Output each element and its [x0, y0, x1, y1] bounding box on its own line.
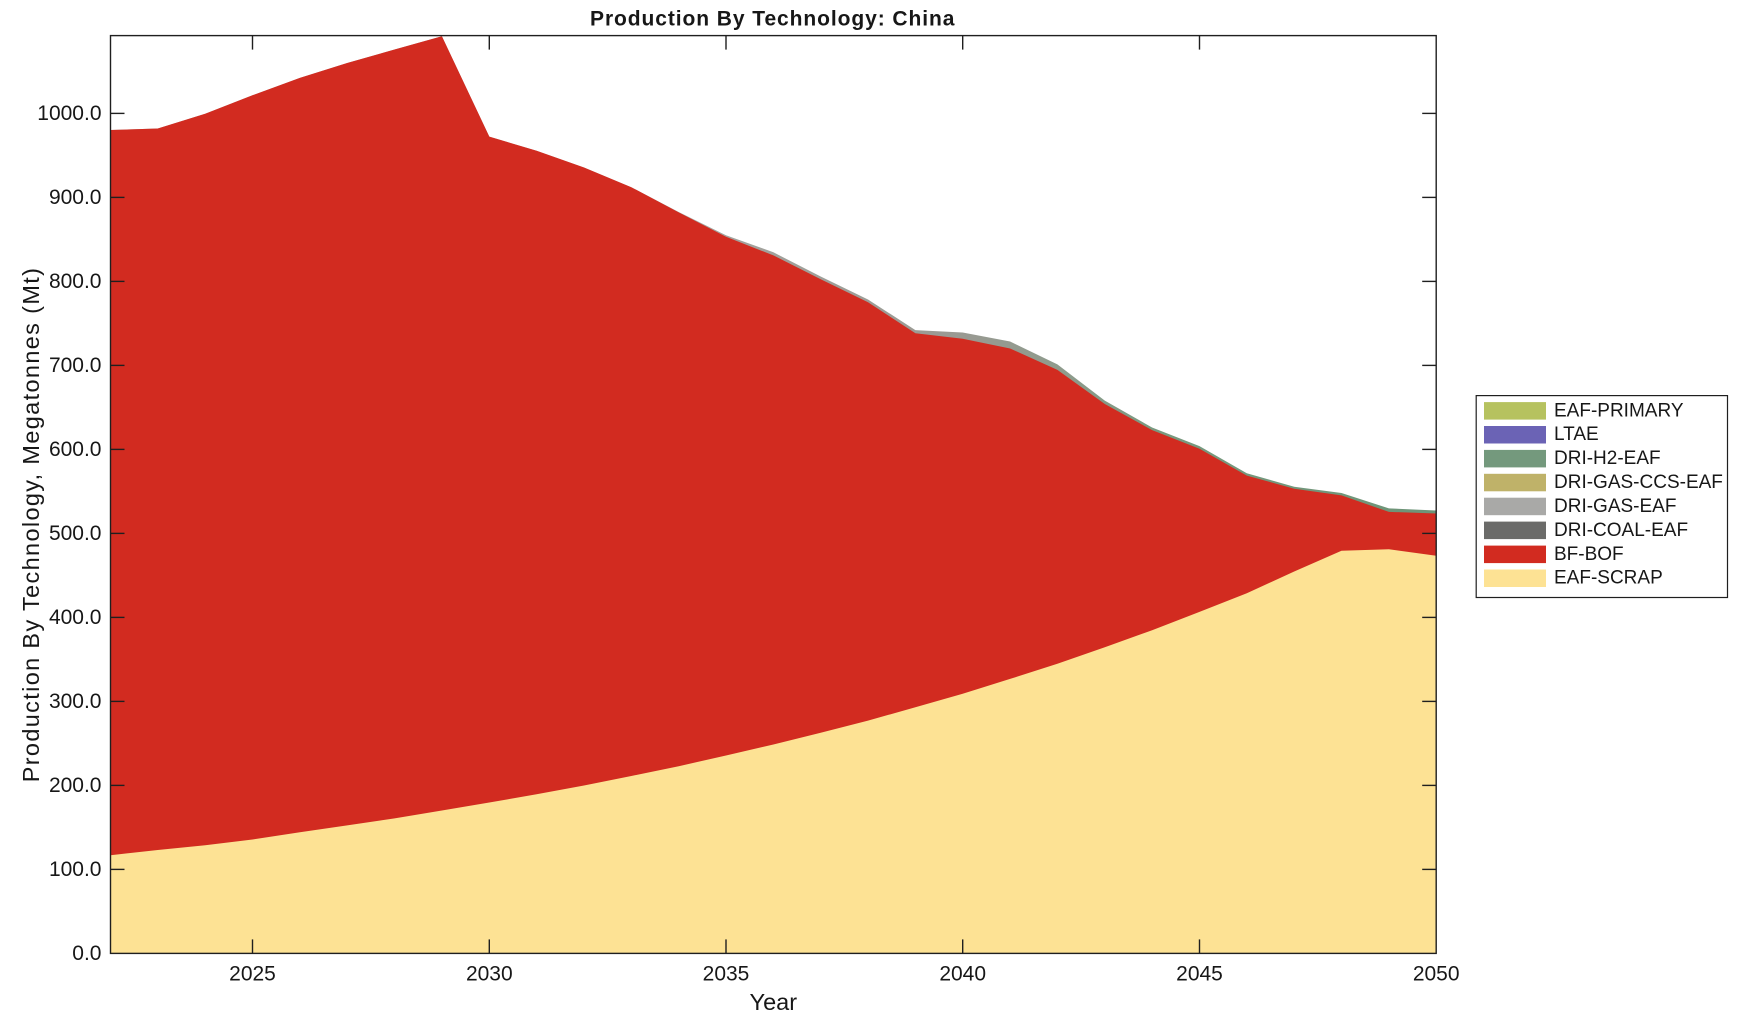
svg-text:2030: 2030 [466, 962, 513, 985]
svg-text:900.0: 900.0 [49, 186, 102, 209]
svg-text:2040: 2040 [939, 962, 986, 985]
svg-text:EAF-PRIMARY: EAF-PRIMARY [1554, 400, 1684, 421]
svg-text:DRI-GAS-CCS-EAF: DRI-GAS-CCS-EAF [1554, 472, 1723, 493]
svg-text:DRI-COAL-EAF: DRI-COAL-EAF [1554, 520, 1688, 541]
svg-text:Year: Year [750, 989, 798, 1015]
svg-text:2050: 2050 [1413, 962, 1460, 985]
svg-text:DRI-H2-EAF: DRI-H2-EAF [1554, 448, 1661, 469]
svg-text:EAF-SCRAP: EAF-SCRAP [1554, 568, 1663, 589]
svg-text:Production By Technology: Chin: Production By Technology: China [590, 8, 955, 31]
svg-text:1000.0: 1000.0 [37, 102, 101, 125]
svg-text:BF-BOF: BF-BOF [1554, 544, 1624, 565]
svg-text:500.0: 500.0 [49, 522, 102, 545]
svg-text:DRI-GAS-EAF: DRI-GAS-EAF [1554, 496, 1676, 517]
svg-text:200.0: 200.0 [49, 774, 102, 797]
svg-text:700.0: 700.0 [49, 354, 102, 377]
svg-text:Production By Technology, Mega: Production By Technology, Megatonnes (Mt… [18, 267, 44, 783]
svg-text:800.0: 800.0 [49, 270, 102, 293]
svg-text:2045: 2045 [1176, 962, 1223, 985]
svg-text:0.0: 0.0 [72, 942, 101, 965]
svg-text:2025: 2025 [229, 962, 276, 985]
svg-text:LTAE: LTAE [1554, 424, 1599, 445]
svg-text:2035: 2035 [703, 962, 750, 985]
svg-text:100.0: 100.0 [49, 858, 102, 881]
svg-text:300.0: 300.0 [49, 690, 102, 713]
svg-text:600.0: 600.0 [49, 438, 102, 461]
svg-text:400.0: 400.0 [49, 606, 102, 629]
